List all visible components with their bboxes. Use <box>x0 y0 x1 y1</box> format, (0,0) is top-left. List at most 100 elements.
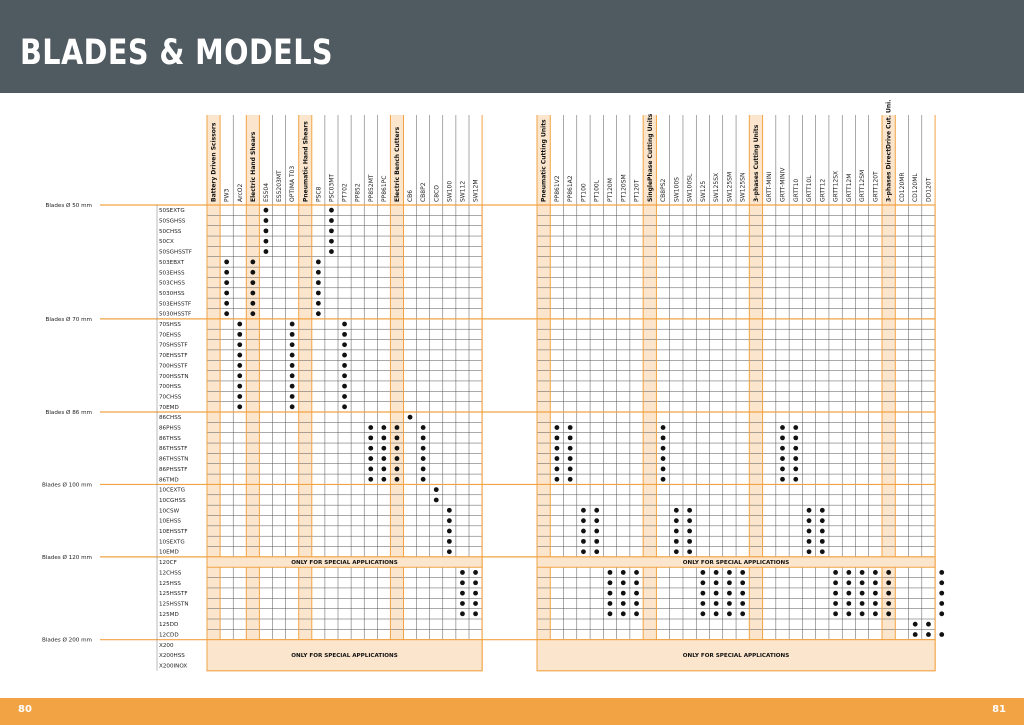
row-label: 503CHSS <box>159 281 185 287</box>
compatibility-dot <box>607 590 613 596</box>
compatibility-dot <box>446 507 452 513</box>
compatibility-dot <box>381 466 387 472</box>
row-label: 50SEXTG <box>159 208 185 214</box>
compatibility-dot <box>263 249 269 254</box>
compatibility-dot <box>859 611 865 617</box>
compatibility-dot <box>420 456 426 461</box>
right-model-header: PT120T <box>634 179 641 202</box>
compatibility-dot <box>687 538 693 544</box>
compatibility-dot <box>263 218 269 223</box>
compatibility-dot <box>460 590 465 596</box>
compatibility-dot <box>926 632 931 637</box>
compatibility-dot <box>687 528 693 534</box>
compatibility-dot <box>634 590 639 596</box>
compatibility-dot <box>420 476 426 482</box>
compatibility-dot <box>342 363 347 368</box>
left-model-header: ArcO2 <box>237 184 244 202</box>
row-label: 10EHSSTF <box>159 529 188 535</box>
compatibility-dot <box>740 590 746 596</box>
right-model-header: GRTT-MINIV <box>779 167 786 202</box>
compatibility-dot <box>554 476 560 482</box>
row-label: 70EMD <box>159 405 179 411</box>
left-model-header: PP861PC <box>381 176 388 203</box>
compatibility-dot <box>224 269 230 275</box>
compatibility-dot <box>460 580 465 586</box>
compatibility-dot <box>713 611 719 617</box>
compatibility-dot <box>806 528 812 534</box>
compatibility-dot <box>473 590 478 596</box>
compatibility-dot <box>460 601 465 606</box>
compatibility-dot <box>394 466 400 472</box>
compatibility-dot <box>394 476 400 482</box>
compatibility-dot <box>634 580 639 586</box>
right-model-header: CD120MR <box>899 172 906 202</box>
row-label: 50SGHSSTF <box>159 250 192 256</box>
row-label: 10CSW <box>159 508 180 514</box>
left-category-band <box>390 115 404 671</box>
compatibility-dot <box>833 580 838 586</box>
row-label: 125MD <box>159 612 179 618</box>
compatibility-dot <box>700 590 706 596</box>
group-label: Blades Ø 86 mm <box>46 409 92 416</box>
compatibility-dot <box>620 611 626 617</box>
row-label: 86THSSTF <box>159 446 187 452</box>
compatibility-dot <box>368 435 374 441</box>
compatibility-dot <box>289 331 295 337</box>
compatibility-dot <box>806 549 812 555</box>
compatibility-dot <box>315 300 321 306</box>
compatibility-dot <box>727 580 732 586</box>
row-label: 86PHSSTF <box>159 467 187 473</box>
compatibility-dot <box>237 394 243 399</box>
row-label: 86THSS <box>159 436 181 442</box>
compatibility-dot <box>263 207 269 213</box>
compatibility-dot <box>289 383 295 389</box>
compatibility-dot <box>433 487 439 493</box>
left-model-header: C8CO <box>433 185 440 202</box>
row-label: 10EMD <box>159 550 179 556</box>
row-label: 12CDD <box>159 633 179 639</box>
left-model-header: PT702 <box>342 183 349 202</box>
compatibility-dot <box>687 518 693 524</box>
right-model-header: PP861A2 <box>567 175 574 202</box>
compatibility-dot <box>819 549 825 555</box>
header-bar: BLADES & MODELS <box>0 0 1024 93</box>
compatibility-dot <box>727 601 732 606</box>
compatibility-dot <box>872 580 878 586</box>
row-label: 50CX <box>159 239 174 245</box>
compatibility-dot <box>420 435 426 441</box>
right-model-header: PP861V2 <box>554 175 561 202</box>
row-label: 503EBXT <box>159 260 185 266</box>
left-model-header: PSC8 <box>315 186 322 202</box>
compatibility-dot <box>473 570 478 575</box>
right-category-band <box>537 115 551 671</box>
compatibility-dot <box>250 300 256 306</box>
compatibility-dot <box>594 549 600 555</box>
compatibility-dot <box>700 580 706 586</box>
compatibility-dot <box>224 300 230 306</box>
compatibility-dot <box>263 238 269 244</box>
compatibility-dot <box>806 518 812 524</box>
compatibility-dot <box>237 404 243 410</box>
compatibility-dot <box>420 466 426 472</box>
right-model-header: SW100SL <box>687 173 694 202</box>
compatibility-dot <box>846 590 852 596</box>
row-label: 86TMD <box>159 477 179 483</box>
left-model-header: PP852MT <box>368 174 375 202</box>
row-label: 70EHSS <box>159 332 181 338</box>
compatibility-dot <box>886 590 892 596</box>
compatibility-dot <box>289 363 295 368</box>
compatibility-dot <box>224 290 230 296</box>
compatibility-dot <box>581 538 586 544</box>
left-category-header: Electric Bench Cutters <box>394 126 401 202</box>
compatibility-dot <box>567 425 573 430</box>
compatibility-dot <box>342 394 347 399</box>
row-label: 125DD <box>159 622 178 628</box>
group-label: Blades Ø 200 mm <box>42 637 92 644</box>
page-number-left: 80 <box>18 704 32 715</box>
compatibility-dot <box>342 321 347 327</box>
compatibility-dot <box>859 590 865 596</box>
compatibility-dot <box>594 507 600 513</box>
special-applications-label: ONLY FOR SPECIAL APPLICATIONS <box>291 560 397 566</box>
compatibility-dot <box>554 425 560 430</box>
compatibility-dot <box>381 456 387 461</box>
